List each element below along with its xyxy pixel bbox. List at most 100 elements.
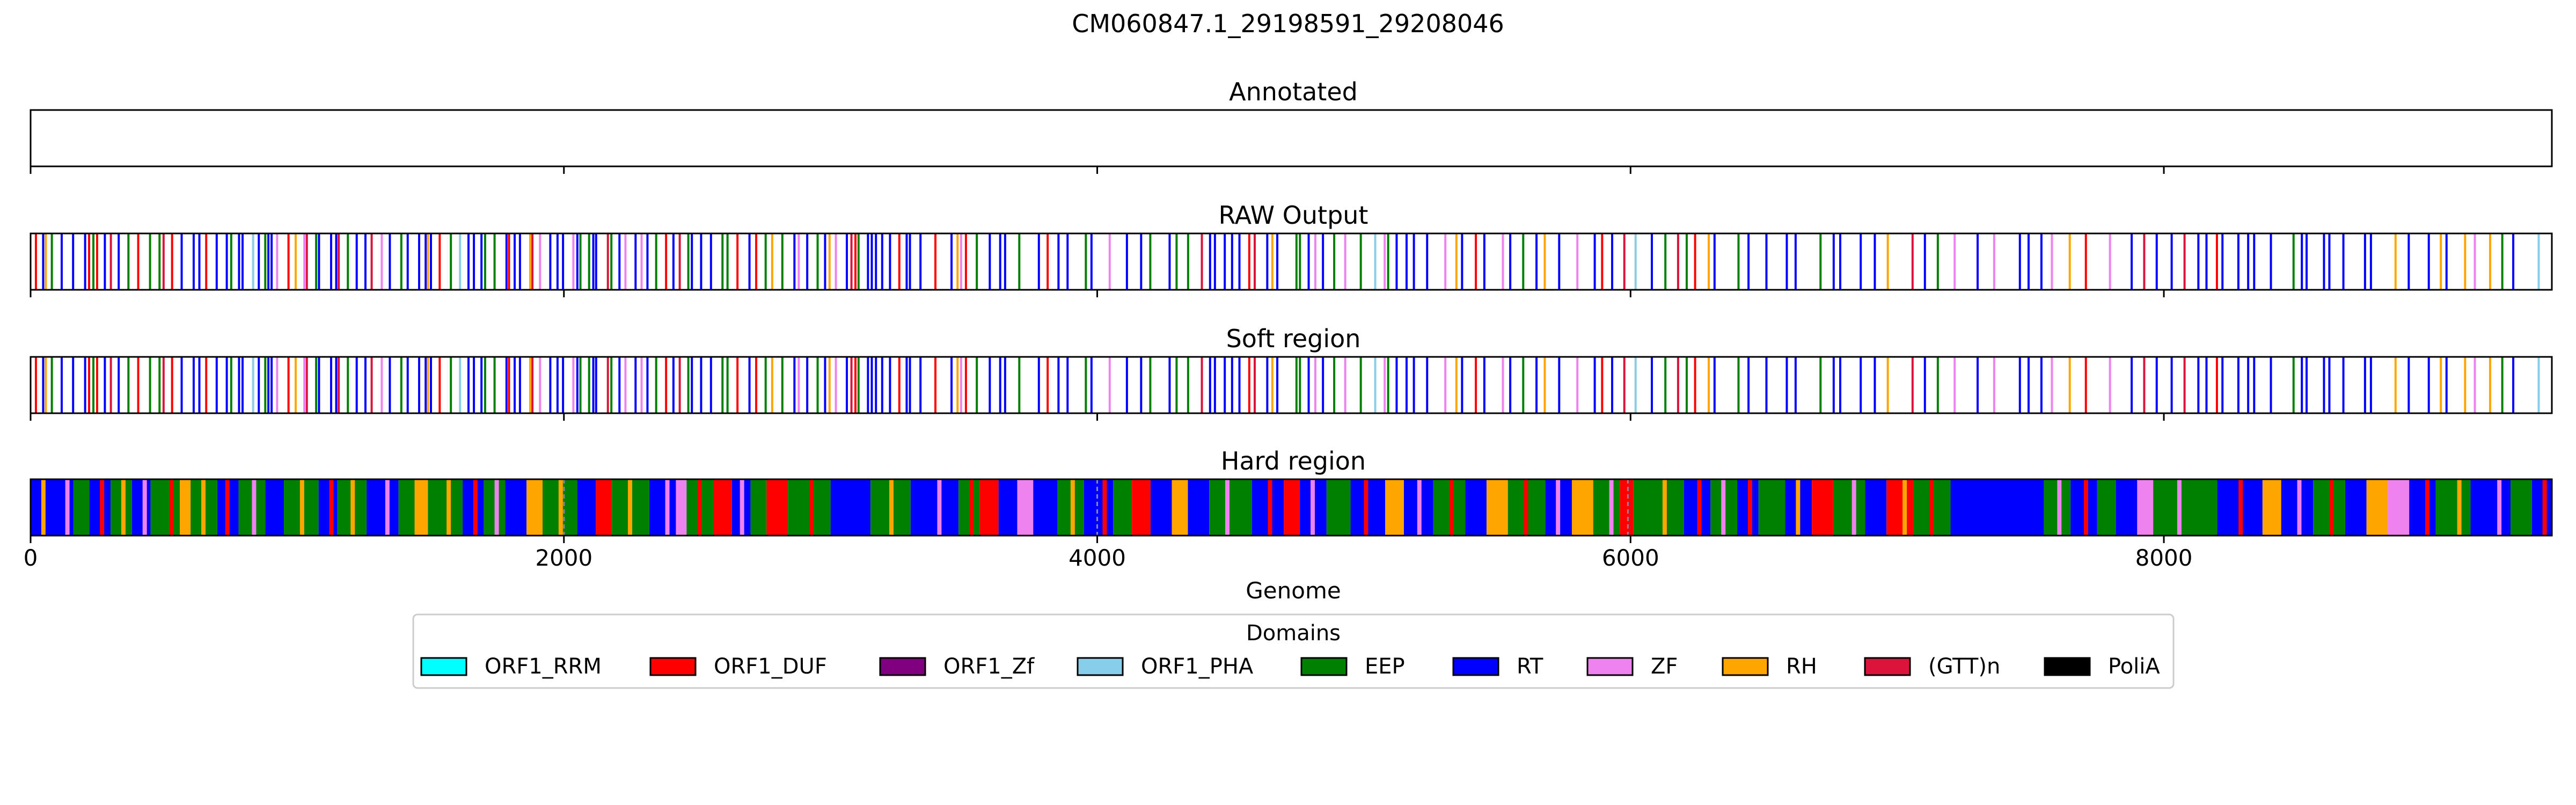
domain-mark	[740, 479, 744, 536]
domain-segment	[2510, 479, 2532, 536]
domain-segment	[2153, 479, 2218, 536]
legend-swatch	[1864, 657, 1911, 676]
domain-segment	[1132, 479, 1151, 536]
domain-mark	[889, 479, 894, 536]
domain-segment	[265, 479, 284, 536]
legend-label: ORF1_DUF	[714, 654, 827, 679]
domain-mark	[2083, 479, 2088, 536]
domain-segment	[1886, 479, 1913, 536]
domain-segment	[1593, 479, 1620, 536]
domain-mark	[1851, 479, 1856, 536]
domain-segment	[649, 479, 676, 536]
domain-segment	[2116, 479, 2138, 536]
domain-mark	[1796, 479, 1801, 536]
domain-segment	[2435, 479, 2471, 536]
legend-swatch	[1300, 657, 1348, 676]
legend-swatch	[420, 657, 467, 676]
domain-segment	[1326, 479, 1351, 536]
domain-segment	[414, 479, 428, 536]
domain-segment	[2531, 479, 2552, 536]
domain-mark	[1268, 479, 1272, 536]
domain-segment	[1188, 479, 1210, 536]
domain-segment	[1865, 479, 1887, 536]
legend-entry: ZF	[1586, 654, 1678, 679]
domain-mark	[201, 479, 206, 536]
domain-segment	[713, 479, 732, 536]
domain-mark	[1449, 479, 1454, 536]
chart-title: CM060847.1_29198591_29208046	[1072, 9, 1504, 38]
panel-frame	[30, 356, 2553, 414]
domain-mark	[2329, 479, 2334, 536]
x-tick-label: 6000	[1602, 545, 1659, 571]
legend-entry: (GTT)n	[1864, 654, 2000, 679]
panel-title: Soft region	[1226, 324, 1361, 353]
legend-label: RH	[1786, 654, 1817, 679]
domain-mark	[558, 479, 563, 536]
domain-mark	[1311, 479, 1315, 536]
legend-label: ORF1_PHA	[1141, 654, 1254, 679]
domain-segment	[1209, 479, 1252, 536]
domain-segment	[577, 479, 596, 536]
x-tick-label: 0	[24, 545, 38, 571]
domain-mark	[494, 479, 499, 536]
legend-label: RT	[1517, 654, 1543, 679]
domain-mark	[2425, 479, 2429, 536]
domain-segment	[180, 479, 191, 536]
domain-mark	[1929, 479, 1934, 536]
domain-segment	[830, 479, 871, 536]
domain-mark	[385, 479, 390, 536]
domain-segment	[1113, 479, 1132, 536]
domain-segment	[596, 479, 612, 536]
domain-mark	[447, 479, 451, 536]
domain-segment	[1172, 479, 1188, 536]
domain-segment	[1150, 479, 1172, 536]
domain-mark	[1225, 479, 1230, 536]
domain-segment	[1017, 479, 1034, 536]
domain-segment	[367, 479, 399, 536]
domain-segment	[1084, 479, 1114, 536]
domain-segment	[1465, 479, 1487, 536]
legend-entry: ORF1_DUF	[649, 654, 827, 679]
domain-segment	[2388, 479, 2410, 536]
panel-raw: RAW Output	[30, 201, 2553, 297]
domain-segment	[73, 479, 90, 536]
domain-segment	[958, 479, 980, 536]
domain-segment	[1812, 479, 1833, 536]
domain-mark	[969, 479, 974, 536]
panel-title: Hard region	[1221, 447, 1366, 475]
legend-label: EEP	[1365, 654, 1405, 679]
domain-mark	[1364, 479, 1368, 536]
domain-segment	[398, 479, 415, 536]
legend-label: ORF1_Zf	[943, 654, 1035, 679]
domain-segment	[526, 479, 543, 536]
legend-entry: PoliA	[2044, 654, 2160, 679]
domain-mark	[169, 479, 174, 536]
domain-segment	[2366, 479, 2388, 536]
domain-mark	[1721, 479, 1726, 536]
domain-segment	[1385, 479, 1404, 536]
domain-mark	[142, 479, 147, 536]
domain-mark	[225, 479, 230, 536]
domain-mark	[628, 479, 633, 536]
domain-segment	[979, 479, 999, 536]
domain-segment	[2470, 479, 2511, 536]
domain-mark	[350, 479, 355, 536]
domain-mark	[299, 479, 304, 536]
domain-segment	[1950, 479, 2044, 536]
panel-title: RAW Output	[1219, 201, 1368, 230]
x-axis-label: Genome	[1246, 577, 1341, 604]
legend-swatch	[1452, 657, 1499, 676]
domain-mark	[665, 479, 670, 536]
domain-segment	[1633, 479, 1684, 536]
panel-title: Annotated	[1229, 77, 1358, 106]
domain-segment	[428, 479, 463, 536]
domain-segment	[1486, 479, 1508, 536]
panel-frame	[30, 109, 2553, 167]
domain-mark	[121, 479, 126, 536]
domain-segment	[505, 479, 527, 536]
legend-entries: ORF1_RRM ORF1_DUF ORF1_Zf ORF1_PHA EEP RT ZF RH…	[420, 654, 2160, 679]
domain-segment	[318, 479, 338, 536]
x-tick-label: 2000	[535, 545, 592, 571]
legend-entry: ORF1_RRM	[420, 654, 602, 679]
